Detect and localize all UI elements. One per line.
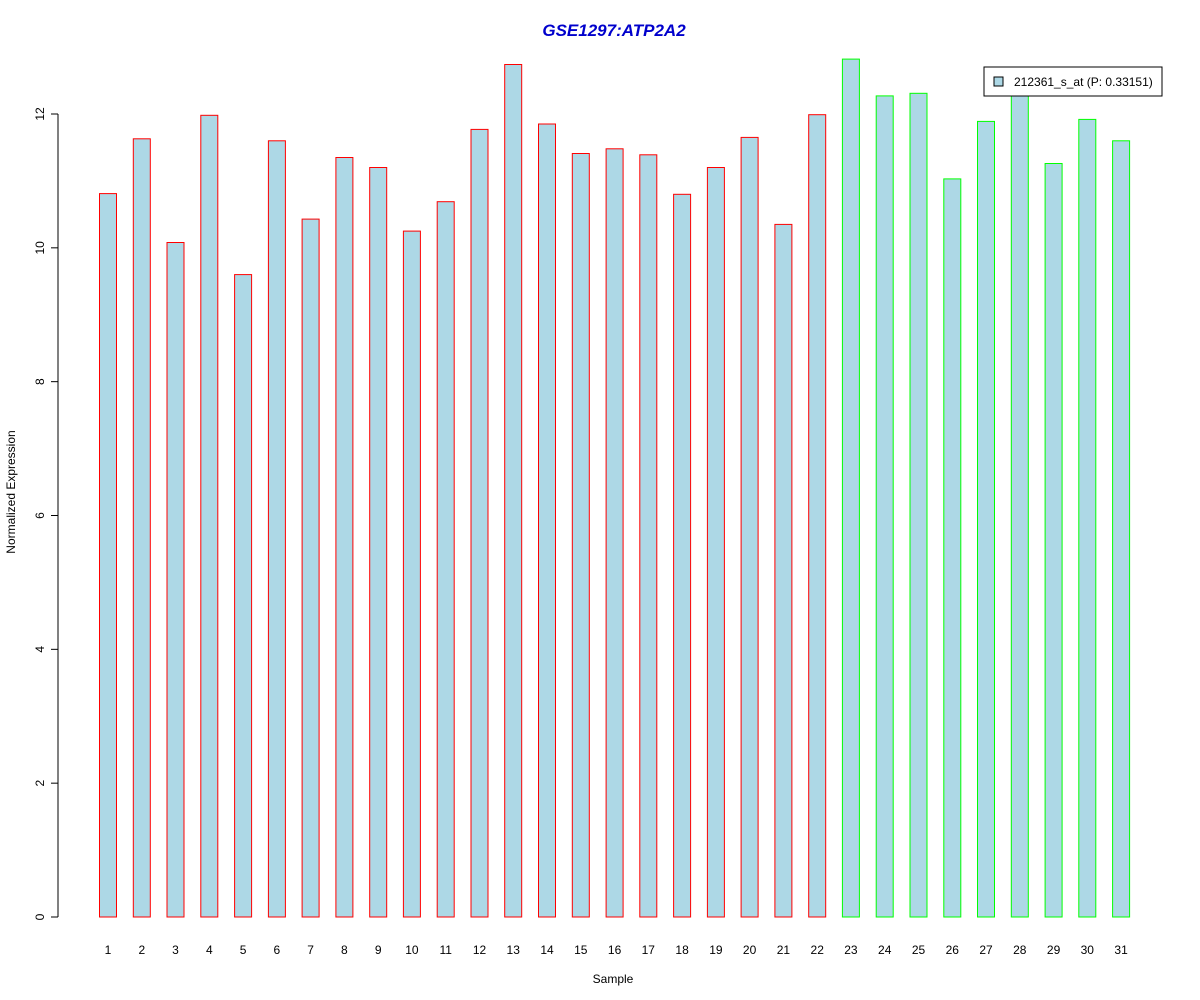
x-axis-label: Sample [593, 972, 634, 986]
x-tick-label: 24 [878, 943, 892, 957]
x-tick-label: 29 [1047, 943, 1061, 957]
bar-sample-18 [673, 193, 692, 918]
bar-sample-7 [301, 218, 320, 918]
x-tick-label: 25 [912, 943, 926, 957]
bar-sample-17 [639, 154, 658, 918]
x-tick-label: 6 [274, 943, 281, 957]
bar-sample-8 [335, 157, 354, 918]
bar-sample-6 [267, 140, 286, 918]
bar-sample-20 [740, 136, 759, 918]
x-tick-labels: 1 2 3 4 5 6 7 8 9 10 11 12 13 14 15 16 17 18 19 20 21 22 23 24 2… [105, 943, 1128, 957]
bar-sample-23 [841, 58, 860, 918]
x-tick-label: 9 [375, 943, 382, 957]
x-tick-label: 15 [574, 943, 588, 957]
x-tick-label: 11 [439, 943, 452, 957]
bar-sample-11 [436, 201, 455, 918]
x-tick-label: 30 [1081, 943, 1095, 957]
bar-sample-2 [132, 138, 151, 918]
y-axis-label: Normalized Expression [4, 430, 18, 553]
bar-sample-16 [605, 148, 624, 918]
bar-sample-22 [808, 114, 827, 918]
x-tick-label: 5 [240, 943, 247, 957]
bar-sample-28 [1010, 93, 1029, 918]
x-tick-label: 2 [138, 943, 145, 957]
x-tick-label: 12 [473, 943, 487, 957]
x-tick-label: 14 [540, 943, 554, 957]
y-tick-label: 6 [33, 512, 47, 519]
y-tick-label: 12 [33, 107, 47, 121]
bar-sample-15 [571, 153, 590, 918]
bar-sample-30 [1078, 118, 1097, 918]
x-tick-label: 20 [743, 943, 757, 957]
bar-sample-27 [977, 120, 995, 918]
x-tick-label: 26 [946, 943, 960, 957]
x-tick-label: 7 [307, 943, 314, 957]
chart-title: GSE1297:ATP2A2 [542, 21, 686, 40]
x-tick-label: 8 [341, 943, 348, 957]
x-tick-label: 10 [405, 943, 419, 957]
bar-sample-5 [234, 274, 253, 918]
x-tick-label: 3 [172, 943, 179, 957]
bar-sample-29 [1044, 163, 1063, 918]
bar-sample-24 [875, 95, 894, 918]
legend-label: 212361_s_at (P: 0.33151) [1014, 75, 1153, 89]
x-tick-label: 16 [608, 943, 622, 957]
bar-sample-12 [470, 128, 489, 918]
bar-sample-31 [1112, 140, 1131, 918]
bar-sample-13 [504, 64, 523, 918]
x-tick-label: 22 [811, 943, 825, 957]
x-tick-label: 21 [777, 943, 791, 957]
bar-sample-9 [369, 167, 388, 918]
bars [99, 58, 1131, 918]
bar-sample-21 [774, 223, 793, 918]
bar-sample-26 [943, 178, 962, 918]
bar-sample-14 [538, 123, 556, 918]
x-tick-label: 28 [1013, 943, 1027, 957]
bar-sample-1 [99, 193, 117, 918]
x-tick-label: 23 [844, 943, 858, 957]
legend-swatch [993, 76, 1004, 87]
y-tick-label: 10 [33, 241, 47, 255]
y-axis: 0 2 4 6 8 10 12 [33, 107, 59, 920]
bar-sample-4 [200, 114, 219, 918]
legend-box [983, 66, 1163, 97]
y-tick-label: 4 [33, 646, 47, 653]
x-tick-label: 27 [979, 943, 993, 957]
y-tick-label: 0 [33, 913, 47, 920]
x-tick-label: 13 [507, 943, 521, 957]
x-tick-label: 1 [105, 943, 112, 957]
bar-sample-10 [402, 230, 421, 918]
x-tick-label: 18 [675, 943, 689, 957]
bar-sample-19 [706, 167, 725, 918]
x-tick-label: 31 [1114, 943, 1128, 957]
x-tick-label: 19 [709, 943, 723, 957]
x-tick-label: 17 [642, 943, 656, 957]
x-tick-label: 4 [206, 943, 213, 957]
bar-sample-25 [909, 92, 928, 918]
y-tick-label: 8 [33, 378, 47, 385]
y-tick-label: 2 [33, 780, 47, 787]
bar-sample-3 [166, 242, 185, 918]
legend: 212361_s_at (P: 0.33151) [983, 66, 1163, 97]
